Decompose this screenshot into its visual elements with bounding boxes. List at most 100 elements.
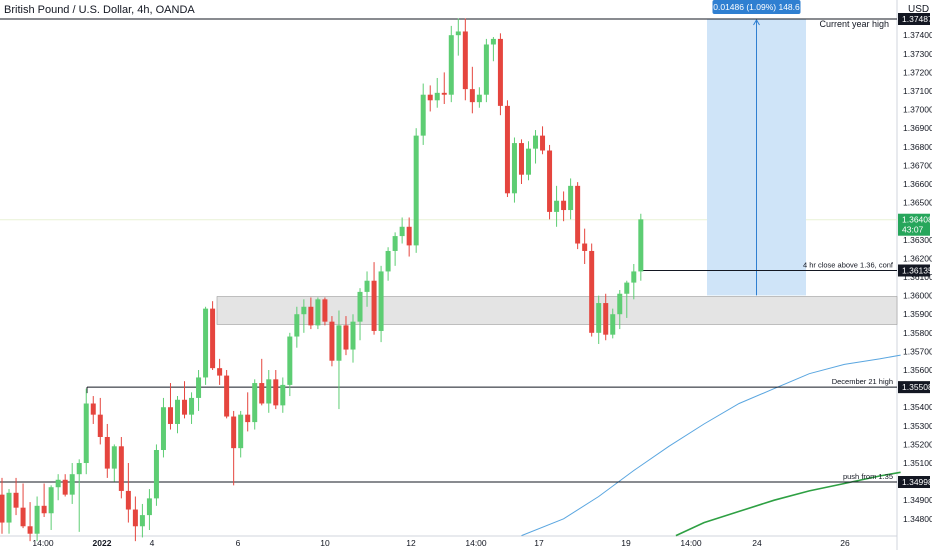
price-tick-label: 1.35700 (903, 346, 932, 356)
candle (434, 77, 440, 108)
december-21-high-label: December 21 high (832, 377, 893, 386)
candle-body (343, 325, 349, 350)
candle (259, 358, 265, 406)
time-tick-label: 24 (752, 538, 762, 548)
candle-body (27, 526, 33, 534)
four-hr-close-label: 4 hr close above 1.36, conf (803, 260, 894, 269)
candle-body (603, 303, 609, 335)
candle (217, 358, 223, 385)
candle-body (610, 314, 616, 335)
candle (224, 370, 230, 419)
candle (462, 18, 468, 101)
time-tick-label: 14:00 (465, 538, 487, 548)
candle-body (399, 226, 405, 237)
candle-body (41, 505, 47, 514)
candle-body (259, 383, 265, 404)
candle (638, 213, 644, 281)
candle (20, 483, 26, 529)
candle (385, 247, 391, 281)
candle-body (568, 185, 574, 211)
candle-body (518, 143, 524, 175)
candle-body (118, 446, 124, 491)
candle (273, 370, 279, 410)
price-tick-label: 1.36900 (903, 123, 932, 133)
candle-body (238, 414, 244, 449)
time-tick-label: 26 (840, 538, 850, 548)
candle-body (371, 280, 377, 331)
price-label: 1.35508 (902, 382, 932, 392)
candle (497, 33, 503, 116)
measure-label-bg (712, 0, 801, 14)
candle-body (55, 479, 61, 488)
candle-body (596, 303, 602, 333)
candle (357, 288, 363, 341)
candle-body (329, 321, 335, 361)
candle (245, 392, 251, 432)
candle (153, 444, 159, 506)
price-tick-label: 1.35400 (903, 402, 932, 412)
price-tick-label: 1.36100 (903, 272, 932, 282)
current-year-high-label: Current year high (819, 19, 889, 29)
time-tick-label: 19 (621, 538, 631, 548)
candle (575, 182, 581, 250)
candle (406, 217, 412, 257)
candle (55, 474, 61, 501)
candle (315, 297, 321, 330)
price-tick-label: 1.37000 (903, 105, 932, 115)
candle-body (217, 368, 223, 376)
candle-body (406, 226, 412, 246)
candle-body (322, 299, 328, 322)
measure-arrow-head (753, 19, 760, 26)
price-label: 1.34998 (902, 477, 932, 487)
candle (561, 191, 567, 222)
candle-body (476, 94, 482, 103)
candle-body (350, 321, 356, 350)
price-tick-label: 1.36000 (903, 291, 932, 301)
candle (336, 310, 342, 410)
candle-body (175, 399, 180, 424)
price-label: 1.36135 (902, 265, 932, 275)
time-tick-label: 14:00 (32, 538, 54, 548)
candle (420, 83, 426, 145)
candle (490, 37, 496, 62)
candle (90, 396, 96, 424)
candle (511, 137, 517, 203)
candle (41, 483, 47, 517)
price-tick-label: 1.36500 (903, 198, 932, 208)
candle (308, 297, 314, 330)
price-tick-label: 1.36700 (903, 160, 932, 170)
candle (343, 316, 349, 356)
candle-body (210, 308, 216, 369)
candle-body (196, 377, 202, 398)
candle-body (554, 200, 560, 212)
candle-body (497, 38, 503, 106)
candle (441, 72, 447, 105)
candle (294, 306, 300, 348)
candle-body (287, 336, 293, 385)
price-label: 1.36408 (902, 215, 932, 225)
candle-body (533, 135, 539, 149)
candle-body (203, 308, 209, 378)
measure-label: 0.01486 (1.09%) 148.6 (713, 2, 800, 12)
candle-body (624, 282, 630, 294)
currency-label: USD (908, 4, 930, 15)
candle (252, 379, 258, 430)
price-label-bg (898, 264, 930, 277)
candle-body (245, 414, 251, 423)
measure-tool: 0.01486 (1.09%) 148.6 (707, 0, 806, 296)
candle-body (490, 38, 496, 45)
candle-body (189, 397, 195, 415)
candle (203, 306, 209, 385)
candle-body (427, 94, 433, 101)
candle (287, 332, 293, 397)
candle (189, 392, 195, 424)
candle-body (504, 105, 510, 194)
candle-body (76, 463, 82, 475)
candle (167, 383, 173, 430)
candle-body (378, 271, 384, 331)
candle-body (631, 271, 637, 283)
candle-body (561, 200, 567, 211)
candle-body (638, 219, 644, 272)
candle-body (547, 150, 553, 212)
